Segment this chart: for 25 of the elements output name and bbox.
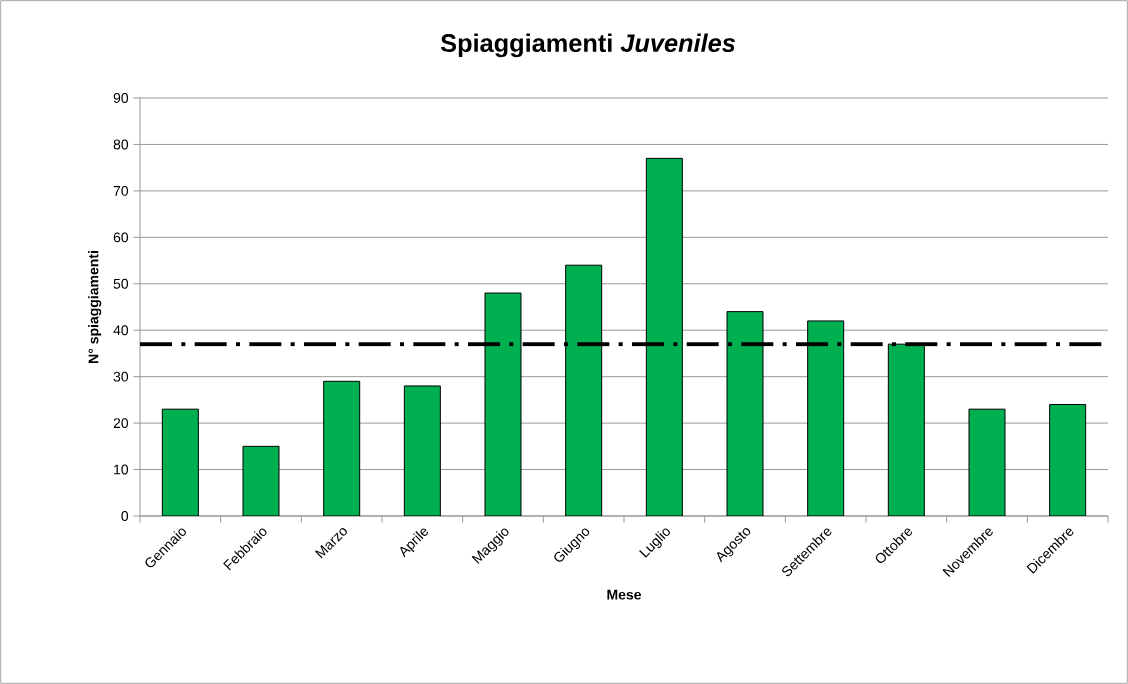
y-tick-label: 70 (113, 185, 129, 196)
bar (484, 292, 522, 516)
bar (565, 264, 603, 516)
y-tick-label: 10 (114, 464, 129, 475)
y-tick-label: 30 (113, 371, 129, 382)
y-tick-label: 90 (113, 93, 129, 103)
bar (161, 408, 199, 516)
y-tick-label: 0 (121, 511, 129, 521)
bar (1049, 404, 1087, 516)
y-tick-label: 50 (113, 278, 129, 289)
bar (807, 320, 845, 516)
y-axis-title: N° spiaggiamenti (88, 251, 102, 363)
y-tick-label: 60 (113, 232, 129, 243)
bar (645, 157, 683, 516)
bar (242, 445, 280, 516)
x-axis-title: Mese (607, 589, 642, 600)
chart-title: Spiaggiamenti Juveniles (440, 33, 735, 58)
y-tick-label: 40 (113, 325, 129, 336)
y-tick-label: 80 (113, 139, 129, 150)
bar (726, 311, 764, 516)
bar (403, 385, 441, 516)
bar (968, 408, 1006, 516)
bar (887, 343, 925, 516)
bar (323, 380, 361, 516)
y-tick-label: 20 (113, 418, 129, 429)
